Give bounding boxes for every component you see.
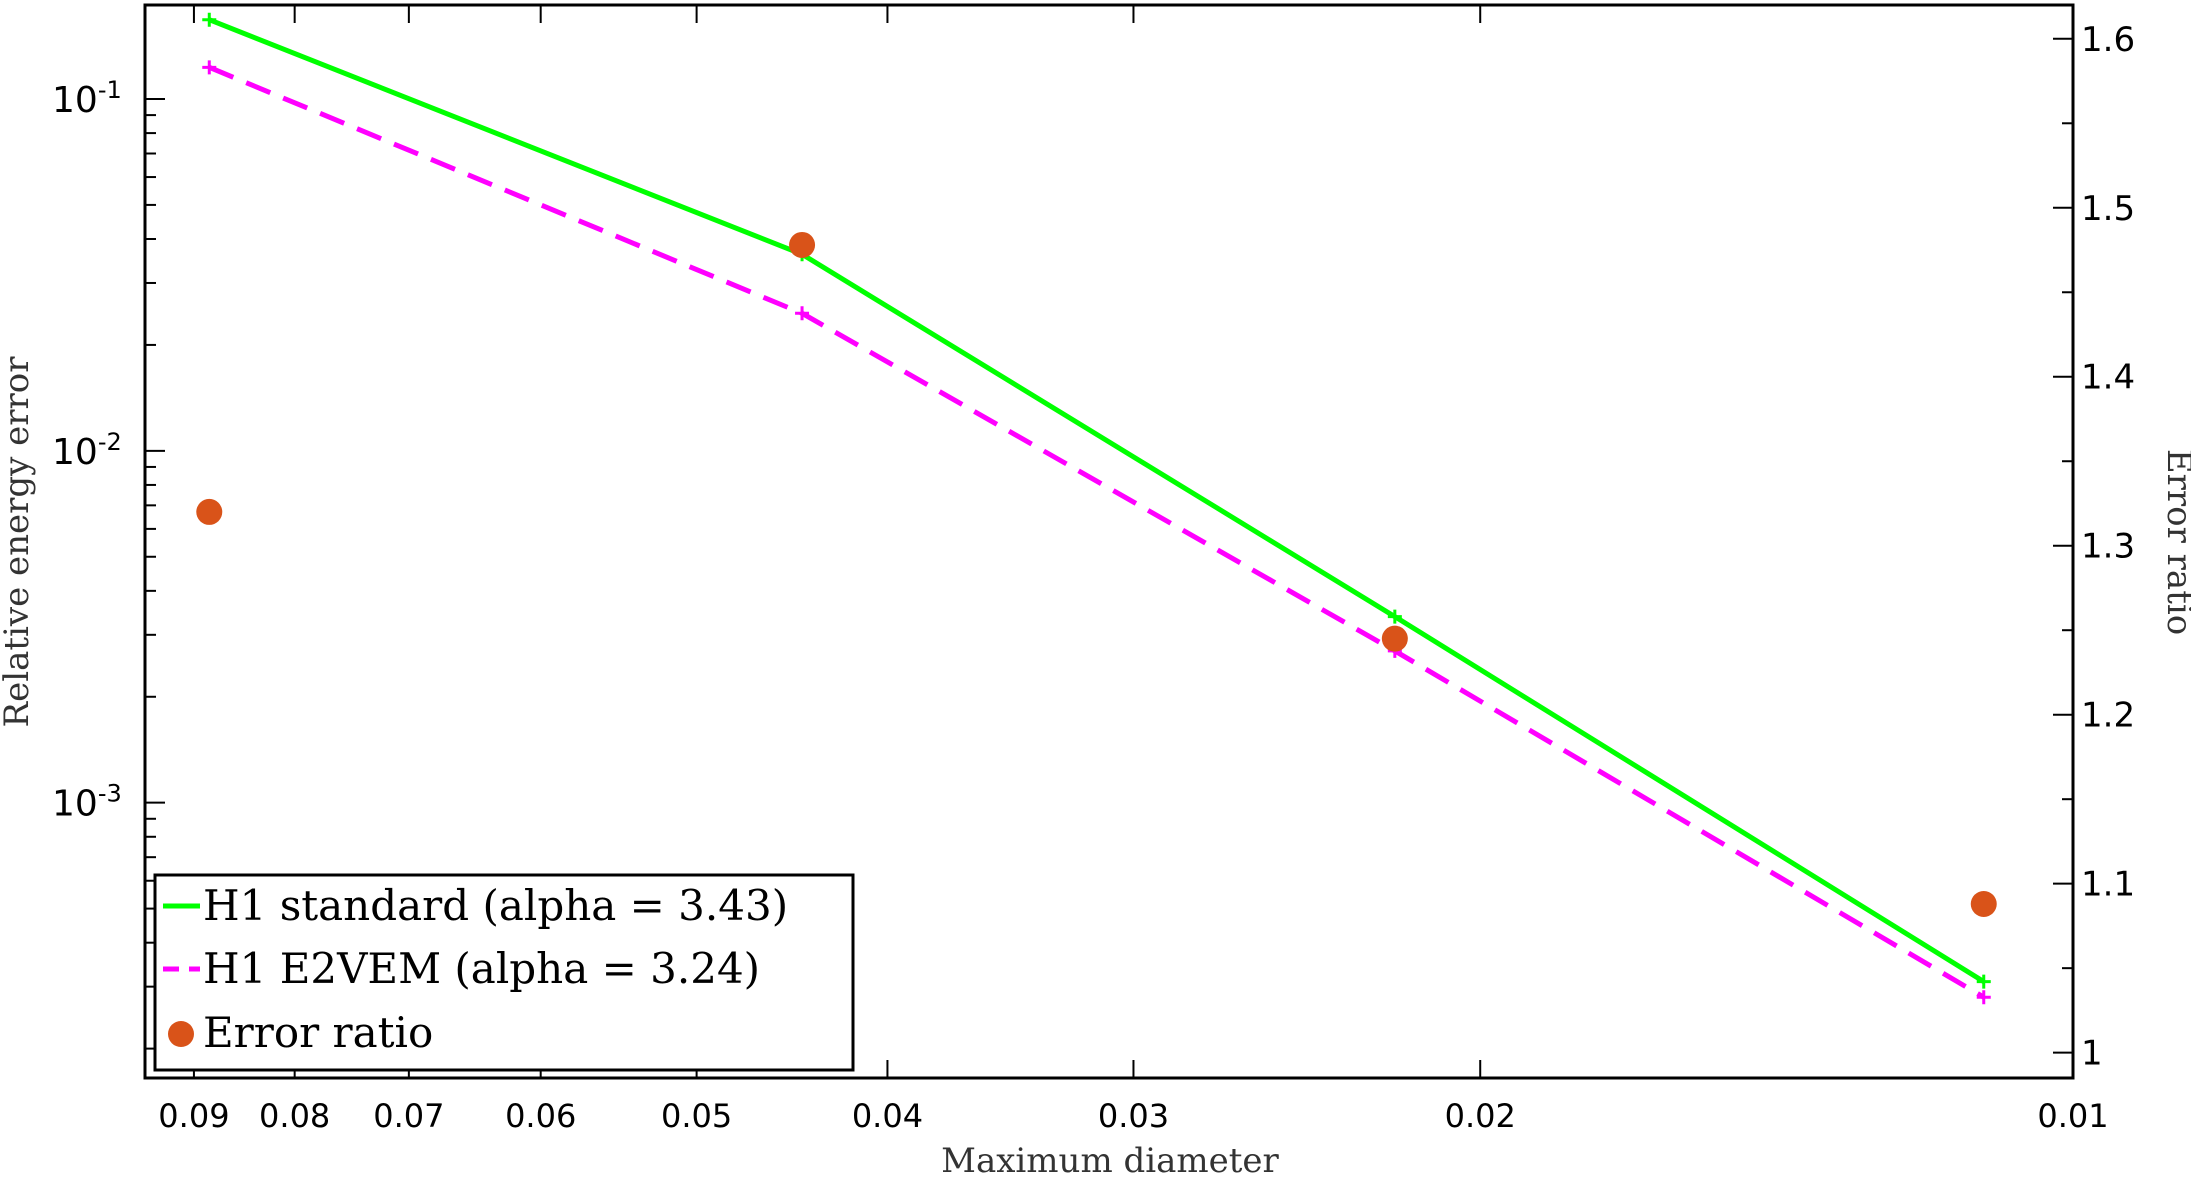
data-point	[789, 231, 816, 258]
x-axis-title: Maximum diameter	[941, 1141, 1279, 1178]
y2-axis-title: Error ratio	[2159, 449, 2191, 635]
x-tick-label: 0.03	[1098, 1097, 1169, 1135]
series-line-1	[208, 65, 1986, 1000]
data-point	[1381, 625, 1408, 652]
y-axis-title: Relative energy error	[0, 356, 37, 728]
series-line-0	[208, 17, 1986, 984]
y2-tick-label: 1	[2081, 1034, 2103, 1074]
x-tick-label: 0.06	[505, 1097, 576, 1135]
y2-tick-label: 1.2	[2081, 696, 2135, 736]
y2-tick-label: 1.6	[2081, 20, 2135, 60]
y-tick-label: 10-2	[52, 428, 122, 473]
ticks-layer: 0.09 0.08 0.07 0.06 0.05 0.04 0.03 0.02 0.01 10-1…	[52, 5, 2135, 1135]
data-point	[1970, 890, 1997, 917]
x-tick-label: 0.01	[2037, 1097, 2108, 1135]
data-point	[1976, 974, 1991, 989]
legend-label-error-ratio: Error ratio	[203, 1008, 433, 1057]
y-tick-label: 10-3	[52, 780, 122, 825]
series-layer	[196, 12, 1997, 1005]
data-point	[1387, 609, 1402, 624]
data-point	[196, 498, 223, 525]
legend-label-h1-standard: H1 standard (alpha = 3.43)	[203, 881, 788, 930]
x-tick-label: 0.09	[158, 1097, 229, 1135]
data-point	[795, 306, 810, 321]
plot-frame	[143, 3, 2075, 1080]
y2-tick-label: 1.5	[2081, 189, 2135, 229]
y2-tick-label: 1.4	[2081, 358, 2135, 398]
x-tick-label: 0.02	[1445, 1097, 1516, 1135]
x-tick-label: 0.04	[852, 1097, 923, 1135]
y2-tick-label: 1.3	[2081, 527, 2135, 567]
x-tick-label: 0.05	[661, 1097, 732, 1135]
data-point	[202, 60, 217, 75]
legend-swatch-error-ratio	[168, 1021, 194, 1047]
data-point	[1976, 990, 1991, 1005]
legend: H1 standard (alpha = 3.43) H1 E2VEM (alp…	[153, 873, 855, 1072]
x-tick-label: 0.07	[373, 1097, 444, 1135]
y-tick-label: 10-1	[52, 76, 122, 121]
x-tick-label: 0.08	[259, 1097, 330, 1135]
data-point	[202, 12, 217, 27]
legend-label-h1-e2vem: H1 E2VEM (alpha = 3.24)	[203, 944, 760, 993]
legend-box	[153, 873, 855, 1072]
y2-tick-label: 1.1	[2081, 865, 2135, 905]
